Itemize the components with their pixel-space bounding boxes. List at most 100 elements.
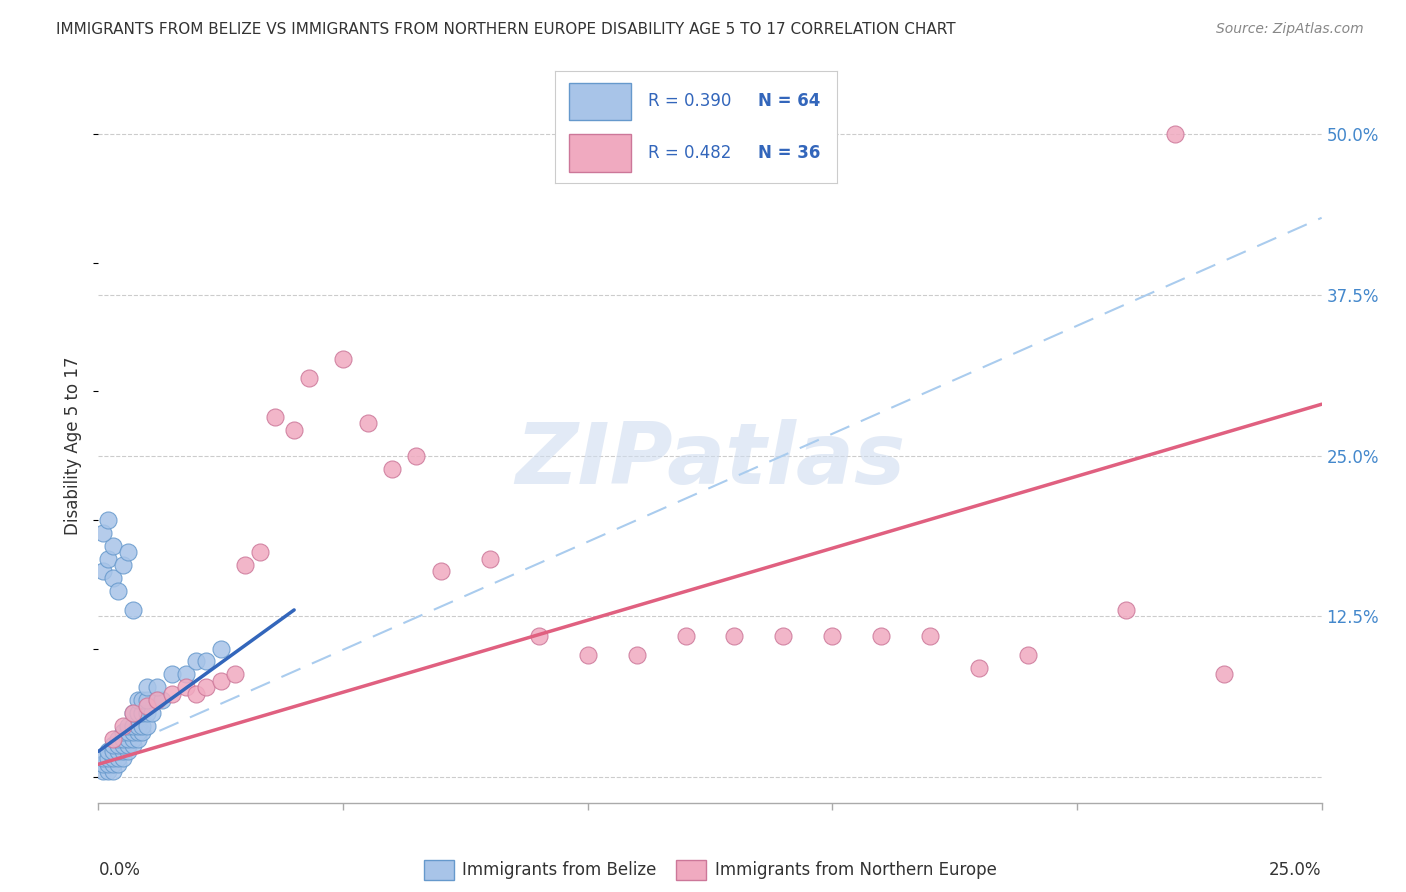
Point bbox=[107, 744, 129, 758]
Text: Source: ZipAtlas.com: Source: ZipAtlas.com bbox=[1216, 22, 1364, 37]
Point bbox=[121, 731, 143, 746]
Point bbox=[117, 545, 139, 559]
Point bbox=[107, 738, 129, 752]
Point bbox=[111, 751, 134, 765]
Point bbox=[127, 731, 149, 746]
Point bbox=[121, 725, 143, 739]
Point bbox=[97, 744, 120, 758]
Point bbox=[263, 410, 285, 425]
Point bbox=[772, 629, 794, 643]
Point bbox=[381, 461, 404, 475]
Point bbox=[111, 744, 134, 758]
Point bbox=[91, 757, 114, 772]
Point bbox=[283, 423, 305, 437]
Point bbox=[101, 539, 124, 553]
Point bbox=[101, 757, 124, 772]
Point bbox=[111, 558, 134, 572]
Point bbox=[1115, 603, 1137, 617]
Point bbox=[117, 738, 139, 752]
Point bbox=[111, 738, 134, 752]
Point bbox=[97, 757, 120, 772]
Point bbox=[131, 706, 153, 720]
Point bbox=[146, 693, 169, 707]
Point bbox=[117, 725, 139, 739]
Point bbox=[249, 545, 271, 559]
Point bbox=[117, 744, 139, 758]
Point bbox=[131, 693, 153, 707]
Point bbox=[186, 654, 208, 668]
Point bbox=[101, 751, 124, 765]
Point bbox=[176, 680, 198, 694]
Point bbox=[920, 629, 942, 643]
Point bbox=[527, 629, 550, 643]
Point bbox=[821, 629, 844, 643]
Point bbox=[146, 693, 169, 707]
Point bbox=[136, 693, 159, 707]
Text: R = 0.482: R = 0.482 bbox=[648, 144, 731, 161]
Point bbox=[430, 565, 453, 579]
Point bbox=[127, 719, 149, 733]
Point bbox=[967, 661, 990, 675]
Text: 25.0%: 25.0% bbox=[1270, 861, 1322, 879]
Point bbox=[136, 699, 159, 714]
Point bbox=[101, 731, 124, 746]
Bar bbox=[569, 83, 631, 120]
Point bbox=[107, 731, 129, 746]
Point bbox=[127, 706, 149, 720]
Point bbox=[121, 738, 143, 752]
Point bbox=[1212, 667, 1234, 681]
Point bbox=[1017, 648, 1039, 662]
Legend: Immigrants from Belize, Immigrants from Northern Europe: Immigrants from Belize, Immigrants from … bbox=[423, 860, 997, 880]
Point bbox=[1164, 127, 1187, 141]
Text: IMMIGRANTS FROM BELIZE VS IMMIGRANTS FROM NORTHERN EUROPE DISABILITY AGE 5 TO 17: IMMIGRANTS FROM BELIZE VS IMMIGRANTS FRO… bbox=[56, 22, 956, 37]
Point bbox=[101, 744, 124, 758]
Point bbox=[209, 641, 232, 656]
Point bbox=[91, 764, 114, 778]
Point bbox=[723, 629, 745, 643]
Point bbox=[233, 558, 256, 572]
Point bbox=[107, 751, 129, 765]
Point bbox=[91, 751, 114, 765]
Point bbox=[97, 551, 120, 566]
Point bbox=[136, 706, 159, 720]
Point bbox=[101, 738, 124, 752]
Text: N = 64: N = 64 bbox=[758, 93, 820, 111]
Point bbox=[91, 525, 114, 540]
Point bbox=[101, 571, 124, 585]
Point bbox=[91, 565, 114, 579]
Point bbox=[127, 725, 149, 739]
Point bbox=[870, 629, 893, 643]
Text: ZIPatlas: ZIPatlas bbox=[515, 418, 905, 502]
Point bbox=[101, 764, 124, 778]
Text: N = 36: N = 36 bbox=[758, 144, 820, 161]
Point bbox=[675, 629, 697, 643]
Point bbox=[127, 693, 149, 707]
Point bbox=[195, 654, 218, 668]
Point bbox=[136, 719, 159, 733]
Point bbox=[332, 352, 354, 367]
Point bbox=[121, 706, 143, 720]
Point bbox=[150, 693, 173, 707]
Point bbox=[97, 764, 120, 778]
Text: R = 0.390: R = 0.390 bbox=[648, 93, 731, 111]
Point bbox=[626, 648, 648, 662]
Point bbox=[195, 680, 218, 694]
Point bbox=[141, 706, 163, 720]
Point bbox=[97, 513, 120, 527]
Point bbox=[478, 551, 501, 566]
Point bbox=[107, 583, 129, 598]
Point bbox=[136, 680, 159, 694]
Point bbox=[107, 757, 129, 772]
Y-axis label: Disability Age 5 to 17: Disability Age 5 to 17 bbox=[65, 357, 83, 535]
Point bbox=[176, 667, 198, 681]
Point bbox=[298, 371, 321, 385]
Point bbox=[131, 719, 153, 733]
Point bbox=[111, 725, 134, 739]
Point bbox=[160, 686, 183, 700]
Point bbox=[356, 417, 378, 431]
Point bbox=[97, 751, 120, 765]
Point bbox=[405, 449, 427, 463]
Point bbox=[576, 648, 599, 662]
Point bbox=[224, 667, 246, 681]
Point bbox=[121, 719, 143, 733]
